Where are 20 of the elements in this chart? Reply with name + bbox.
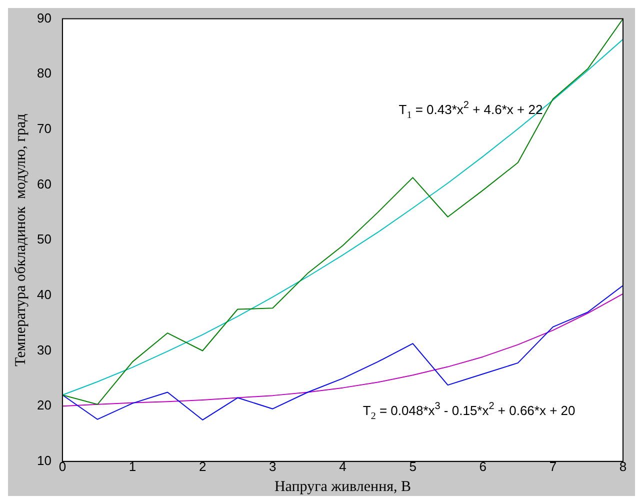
x-tick-label: 2: [198, 458, 206, 474]
y-tick-label: 50: [36, 232, 52, 247]
y-tick-label: 70: [36, 121, 52, 136]
x-tick-label: 7: [549, 458, 557, 474]
y-tick-label: 90: [36, 10, 52, 26]
x-tick-label: 6: [479, 458, 486, 474]
x-tick-label: 4: [339, 458, 346, 474]
x-tick-label: 3: [269, 458, 276, 474]
x-axis-title: Напруга живлення, В: [274, 478, 412, 495]
y-tick-label: 80: [36, 66, 52, 81]
x-tick-label: 0: [58, 458, 66, 474]
y-tick-label: 20: [36, 398, 52, 413]
y-tick-label: 10: [36, 452, 52, 468]
x-tick-label: 1: [128, 458, 136, 474]
y-tick-label: 30: [36, 342, 52, 358]
y-tick-label: 40: [36, 287, 52, 302]
x-tick-label: 5: [409, 458, 416, 474]
x-tick-label: 8: [619, 458, 627, 474]
y-axis-title: Температура обкладинок модулю, град: [12, 113, 29, 366]
y-tick-label: 60: [36, 176, 52, 192]
